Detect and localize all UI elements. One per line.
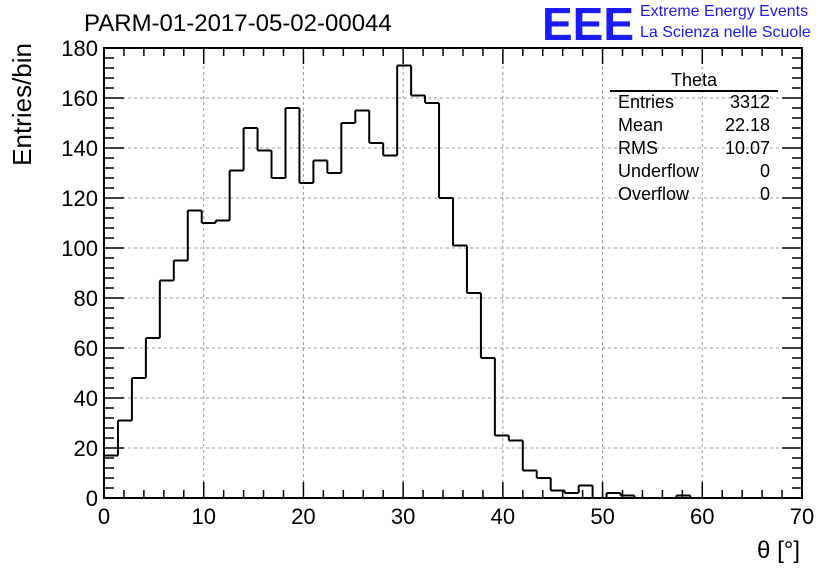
stats-key: Mean <box>618 115 664 135</box>
x-tick-label: 10 <box>191 504 215 529</box>
stats-box: Theta Entries 3312 Mean 22.18 RMS 10.07 … <box>610 70 778 210</box>
stats-value: 0 <box>759 184 770 204</box>
stats-value: 22.18 <box>724 115 770 135</box>
x-tick-label: 30 <box>391 504 415 529</box>
eee-logo: EEE <box>542 0 634 44</box>
y-tick-label: 140 <box>61 136 98 161</box>
y-tick-label: 120 <box>61 186 98 211</box>
y-tick-label: 100 <box>61 236 98 261</box>
x-tick-label: 50 <box>590 504 614 529</box>
stats-key: Overflow <box>618 184 690 204</box>
x-tick-label: 40 <box>491 504 515 529</box>
y-tick-label: 20 <box>74 436 98 461</box>
logo-text-line1: Extreme Energy Events <box>640 3 809 20</box>
y-tick-label: 160 <box>61 86 98 111</box>
y-tick-label: 60 <box>74 336 98 361</box>
x-tick-label: 60 <box>690 504 714 529</box>
chart-title: PARM-01-2017-05-02-00044 <box>84 10 392 37</box>
x-axis-label: θ [°] <box>757 537 800 564</box>
stats-separator <box>610 90 778 92</box>
y-tick-label: 0 <box>86 486 98 511</box>
plot-frame <box>103 47 803 499</box>
x-tick-label: 0 <box>98 504 110 529</box>
stats-value: 3312 <box>729 92 770 112</box>
y-tick-label: 180 <box>61 36 98 61</box>
stats-key: Underflow <box>618 161 700 181</box>
y-axis-label: Entries/bin <box>7 43 37 166</box>
y-tick-label: 80 <box>74 286 98 311</box>
stats-key: Entries <box>618 92 675 112</box>
stats-key: RMS <box>618 138 658 158</box>
y-tick-label: 40 <box>74 386 98 411</box>
eee-logo-mark: EEE <box>542 0 634 44</box>
logo-text-line2: La Scienza nelle Scuole <box>640 24 811 41</box>
x-tick-label: 20 <box>291 504 315 529</box>
stats-value: 10.07 <box>724 138 770 158</box>
stats-title: Theta <box>670 70 718 90</box>
stats-value: 0 <box>759 161 770 181</box>
x-tick-label: 70 <box>790 504 814 529</box>
